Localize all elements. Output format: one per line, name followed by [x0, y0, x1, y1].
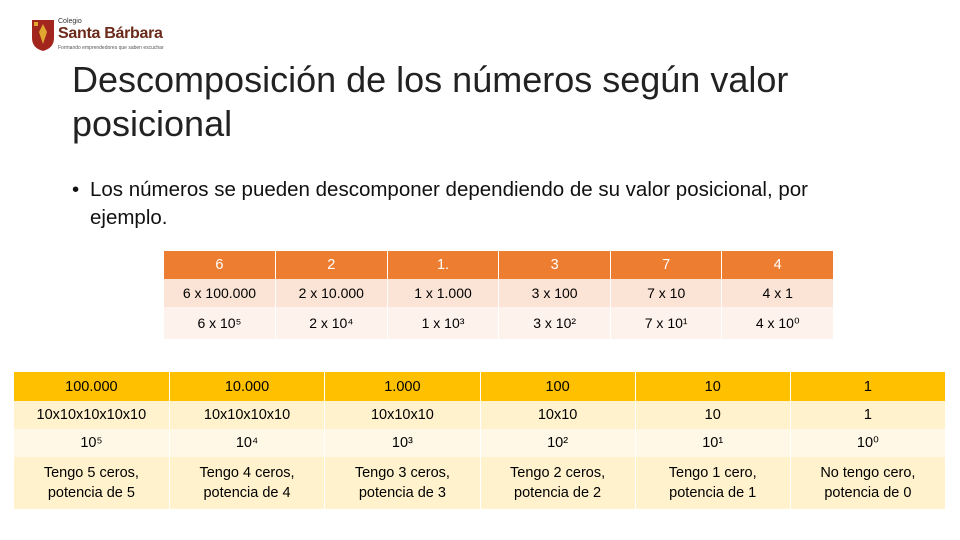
cell-line: potencia de 1: [669, 485, 757, 501]
table-row: Tengo 5 ceros, potencia de 5 Tengo 4 cero…: [14, 457, 947, 509]
table-cell: 10⁵: [14, 429, 170, 457]
powers-of-ten-table: 100.000 10.000 1.000 100 10 1 10x10x10x1…: [14, 372, 947, 509]
table-cell: 10²: [480, 429, 636, 457]
table-cell: 10¹: [635, 429, 791, 457]
table-cell: 4: [721, 251, 834, 279]
table-cell: Tengo 4 ceros, potencia de 4: [169, 457, 326, 509]
slide-title: Descomposición de los números según valo…: [72, 59, 789, 144]
cell-line: Tengo 4 ceros,: [199, 465, 295, 481]
bullet-dot: •: [72, 178, 80, 201]
table-cell: 6 x 100.000: [164, 279, 276, 307]
table-cell: 3: [498, 251, 611, 279]
cell-line: potencia de 3: [358, 485, 446, 501]
table-cell: 4 x 1: [721, 279, 834, 307]
table-cell: 4 x 10⁰: [721, 307, 834, 339]
shield-icon: [32, 20, 54, 51]
table-cell: 1: [790, 401, 947, 429]
table-cell: Tengo 3 ceros, potencia de 3: [324, 457, 481, 509]
cell-line: Tengo 2 ceros,: [510, 465, 606, 481]
table-cell: 100.000: [14, 372, 170, 401]
table-cell: 10x10x10: [324, 401, 481, 429]
table-cell: 2 x 10.000: [275, 279, 388, 307]
cell-line: potencia de 5: [47, 485, 135, 501]
table-cell: 10x10: [480, 401, 636, 429]
table-cell: 10⁰: [790, 429, 947, 457]
bullet-text: Los números se pueden descomponer depend…: [90, 178, 808, 229]
cell-line: Tengo 1 cero,: [668, 465, 757, 481]
cell-line: potencia de 0: [824, 485, 912, 501]
table-cell: 6: [164, 251, 276, 279]
table-row: 6 x 10⁵ 2 x 10⁴ 1 x 10³ 3 x 10² 7 x 10¹ …: [164, 307, 834, 339]
logo-name: Santa Bárbara: [58, 25, 163, 42]
table-cell: 10.000: [169, 372, 326, 401]
table-cell: 10⁴: [169, 429, 326, 457]
table-cell: 1.000: [324, 372, 481, 401]
logo-tagline: Formando emprendedores que saben escucha…: [58, 45, 164, 51]
table-cell: 1.: [387, 251, 500, 279]
table-cell: 7 x 10¹: [610, 307, 723, 339]
cell-line: Tengo 3 ceros,: [354, 465, 450, 481]
cell-line: potencia de 2: [514, 485, 602, 501]
cell-line: No tengo cero,: [820, 465, 916, 481]
table-row: 6 x 100.000 2 x 10.000 1 x 1.000 3 x 100…: [164, 279, 834, 307]
logo-top-text: Colegio: [58, 18, 82, 25]
table-row: 10⁵ 10⁴ 10³ 10² 10¹ 10⁰: [14, 429, 947, 457]
table-cell: Tengo 2 ceros, potencia de 2: [480, 457, 636, 509]
table-cell: 10: [635, 401, 791, 429]
table-cell: 6 x 10⁵: [164, 307, 276, 339]
table-cell: 10: [635, 372, 791, 401]
table-cell: 100: [480, 372, 636, 401]
table-cell: 10x10x10x10: [169, 401, 326, 429]
table-cell: Tengo 1 cero, potencia de 1: [635, 457, 791, 509]
table-cell: 7: [610, 251, 723, 279]
cell-line: potencia de 4: [203, 485, 291, 501]
table-cell: Tengo 5 ceros, potencia de 5: [14, 457, 170, 509]
table-cell: 10x10x10x10x10: [14, 401, 170, 429]
table-cell: 7 x 10: [610, 279, 723, 307]
table-cell: 10³: [324, 429, 481, 457]
table-cell: 3 x 100: [498, 279, 611, 307]
table-cell: 3 x 10²: [498, 307, 611, 339]
table-header-row: 100.000 10.000 1.000 100 10 1: [14, 372, 947, 401]
school-logo: Colegio Santa Bárbara Formando emprended…: [30, 18, 170, 54]
table-cell: 2 x 10⁴: [275, 307, 388, 339]
table-cell: 2: [275, 251, 388, 279]
table-cell: 1 x 1.000: [387, 279, 500, 307]
table-header-row: 6 2 1. 3 7 4: [164, 251, 834, 279]
cell-line: Tengo 5 ceros,: [43, 465, 139, 481]
table-row: 10x10x10x10x10 10x10x10x10 10x10x10 10x1…: [14, 401, 947, 429]
table-cell: No tengo cero, potencia de 0: [790, 457, 947, 509]
table-cell: 1 x 10³: [387, 307, 500, 339]
place-value-table: 6 2 1. 3 7 4 6 x 100.000 2 x 10.000 1 x …: [164, 251, 834, 339]
table-cell: 1: [790, 372, 947, 401]
